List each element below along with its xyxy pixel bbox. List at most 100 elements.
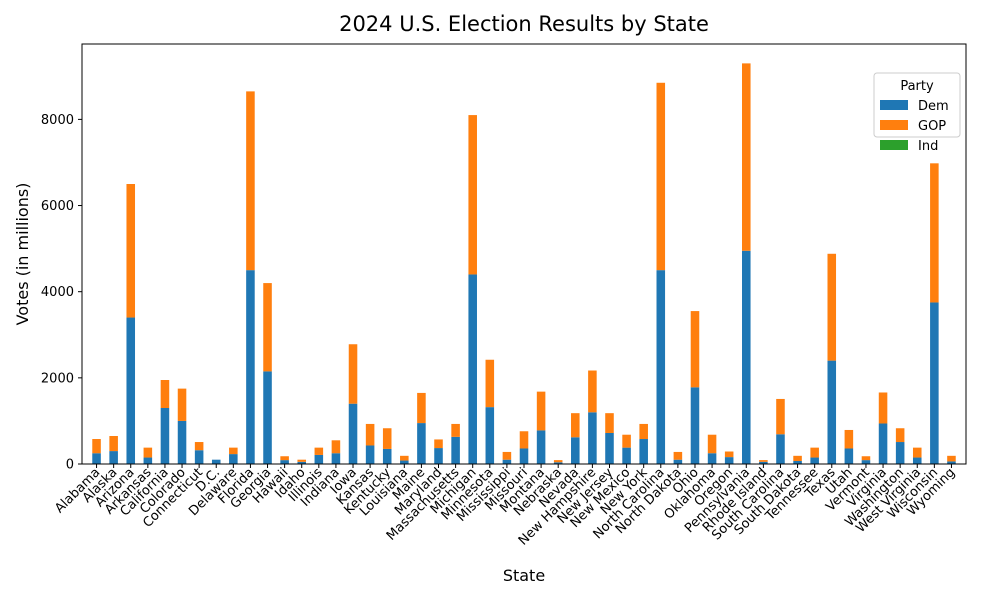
bar-dem-minnesota bbox=[485, 407, 495, 464]
bar-gop-ohio bbox=[690, 311, 700, 388]
bar-dem-wisconsin bbox=[930, 302, 939, 464]
bar-gop-california bbox=[160, 380, 170, 408]
bar-dem-north-carolina bbox=[656, 270, 666, 464]
bar-dem-colorado bbox=[177, 420, 187, 464]
bar-dem-maine bbox=[417, 423, 426, 464]
bar-gop-new-york bbox=[639, 423, 648, 440]
bar-dem-new-mexico bbox=[622, 447, 631, 464]
bar-dem-south-dakota bbox=[793, 460, 802, 464]
y-tick-label: 4000 bbox=[41, 285, 74, 300]
bar-gop-nevada bbox=[571, 413, 580, 438]
legend-label-dem: Dem bbox=[918, 99, 949, 114]
x-axis-title: State bbox=[503, 566, 545, 585]
bar-dem-georgia bbox=[263, 371, 272, 464]
bar-dem-arkansas bbox=[143, 457, 153, 464]
bar-gop-new-hampshire bbox=[588, 370, 597, 413]
bar-dem-mississippi bbox=[502, 459, 512, 464]
bar-dem-nevada bbox=[571, 437, 580, 464]
bar-gop-south-dakota bbox=[793, 455, 802, 461]
bar-dem-arizona bbox=[126, 317, 136, 464]
bar-dem-wyoming bbox=[947, 461, 956, 464]
bar-gop-montana bbox=[536, 391, 546, 431]
bar-dem-new-hampshire bbox=[588, 412, 597, 464]
bar-gop-rhode-island bbox=[759, 460, 768, 462]
bar-dem-virginia bbox=[878, 423, 888, 464]
bar-gop-missouri bbox=[519, 431, 529, 449]
bar-gop-illinois bbox=[314, 447, 324, 455]
bar-gop-arkansas bbox=[143, 447, 153, 458]
bar-dem-iowa bbox=[348, 403, 358, 464]
x-axis-ticks: AlabamaAlaskaArizonaArkansasCaliforniaCo… bbox=[52, 464, 958, 549]
bar-gop-wisconsin bbox=[930, 163, 939, 303]
bar-gop-virginia bbox=[878, 392, 888, 424]
y-axis-title: Votes (in millions) bbox=[13, 183, 32, 326]
legend-swatch-ind bbox=[880, 140, 908, 150]
bar-dem-louisiana bbox=[400, 460, 409, 464]
bar-dem-tennessee bbox=[810, 457, 819, 464]
bar-dem-kentucky bbox=[382, 448, 392, 464]
bar-gop-west-virginia bbox=[912, 447, 922, 458]
bar-gop-arizona bbox=[126, 184, 136, 318]
bar-dem-delaware bbox=[229, 454, 238, 464]
bar-dem-pennsylvania bbox=[742, 250, 751, 464]
plot-area bbox=[92, 63, 956, 464]
bar-dem-missouri bbox=[519, 448, 529, 464]
bar-gop-alaska bbox=[109, 436, 118, 452]
bar-dem-oregon bbox=[724, 457, 734, 464]
bar-dem-vermont bbox=[861, 460, 871, 464]
bar-gop-indiana bbox=[331, 440, 341, 454]
bar-gop-wyoming bbox=[947, 455, 956, 462]
bar-dem-new-york bbox=[639, 439, 648, 464]
bar-gop-massachusetts bbox=[451, 423, 460, 437]
bar-gop-florida bbox=[246, 91, 255, 271]
bar-dem-florida bbox=[246, 270, 255, 464]
bar-dem-ohio bbox=[690, 387, 700, 464]
bar-gop-north-dakota bbox=[673, 451, 683, 460]
bar-gop-michigan bbox=[468, 115, 477, 275]
bar-dem-rhode-island bbox=[759, 461, 768, 464]
bar-gop-vermont bbox=[861, 456, 871, 461]
bar-gop-tennessee bbox=[810, 447, 819, 458]
bar-dem-oklahoma bbox=[707, 453, 717, 464]
bar-gop-kansas bbox=[365, 423, 375, 446]
legend: Party Dem GOP Ind bbox=[873, 72, 961, 154]
chart-title: 2024 U.S. Election Results by State bbox=[339, 12, 709, 36]
bar-gop-mississippi bbox=[502, 451, 512, 460]
bar-gop-connecticut bbox=[194, 442, 204, 451]
bar-gop-delaware bbox=[229, 447, 238, 455]
bar-gop-new-jersey bbox=[605, 413, 614, 433]
bar-dem-nebraska bbox=[553, 462, 563, 464]
bar-dem-alabama bbox=[92, 453, 101, 464]
bar-dem-texas bbox=[827, 360, 837, 464]
bar-gop-louisiana bbox=[400, 455, 409, 461]
legend-label-gop: GOP bbox=[918, 119, 946, 134]
legend-title: Party bbox=[900, 79, 934, 94]
bar-dem-maryland bbox=[434, 448, 443, 464]
bar-gop-utah bbox=[844, 429, 854, 449]
bar-gop-pennsylvania bbox=[742, 63, 751, 251]
bar-dem-utah bbox=[844, 448, 854, 464]
axes-frame bbox=[81, 43, 967, 465]
bar-dem-illinois bbox=[314, 454, 324, 464]
bar-dem-alaska bbox=[109, 451, 118, 464]
bar-gop-north-carolina bbox=[656, 82, 666, 271]
legend-label-ind: Ind bbox=[918, 139, 938, 154]
bar-dem-hawaii bbox=[280, 460, 289, 464]
bar-dem-washington bbox=[895, 442, 905, 464]
y-axis-ticks: 0 2000 4000 6000 8000 bbox=[41, 113, 82, 473]
bar-gop-hawaii bbox=[280, 456, 289, 461]
bar-dem-idaho bbox=[297, 461, 306, 464]
bar-dem-indiana bbox=[331, 453, 341, 464]
bar-dem-massachusetts bbox=[451, 436, 460, 464]
bar-gop-idaho bbox=[297, 459, 306, 462]
bar-gop-kentucky bbox=[382, 428, 392, 449]
bar-gop-maine bbox=[417, 392, 426, 424]
bar-gop-colorado bbox=[177, 388, 187, 421]
bar-dem-california bbox=[160, 408, 170, 464]
bar-gop-oklahoma bbox=[707, 434, 717, 454]
bar-gop-washington bbox=[895, 428, 905, 443]
bar-dem-north-dakota bbox=[673, 459, 683, 464]
legend-swatch-gop bbox=[880, 120, 908, 130]
y-tick-label: 0 bbox=[66, 458, 74, 473]
